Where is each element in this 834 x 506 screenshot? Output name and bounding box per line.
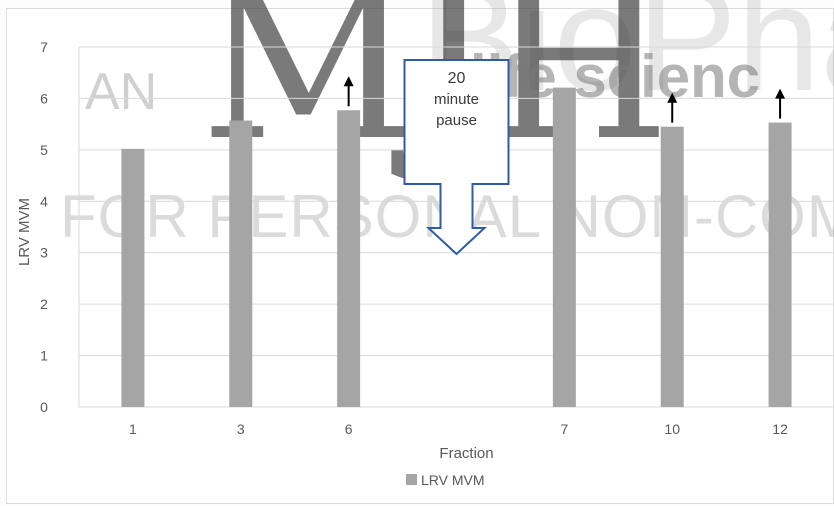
up-arrow-head [667,92,678,103]
y-tick-label: 4 [40,193,48,209]
y-tick-label: 0 [40,399,48,415]
bar [121,148,145,408]
y-tick-label: 1 [40,348,48,364]
bar [337,110,361,407]
y-tick-label: 2 [40,296,48,312]
pause-callout-text: 20 [448,70,466,87]
bar [229,120,253,408]
x-tick-label: 12 [772,421,788,437]
pause-callout-text: minute [434,91,479,108]
legend-swatch [406,474,417,485]
x-tick-label: 1 [129,421,137,437]
up-arrow-head [775,88,786,99]
y-axis-title: LRV MVM [16,198,33,266]
pause-callout-text: pause [436,112,477,129]
y-tick-label: 6 [40,90,48,106]
bar [660,126,684,407]
y-tick-label: 3 [40,245,48,261]
x-tick-label: 6 [345,421,353,437]
x-tick-label: 7 [560,421,568,437]
x-tick-label: 10 [664,421,680,437]
y-tick-label: 5 [40,142,48,158]
bar [552,87,576,407]
pause-callout [403,59,510,256]
legend-label: LRV MVM [421,472,485,488]
y-tick-label: 7 [40,39,48,55]
x-axis-title: Fraction [439,445,493,462]
up-arrow-head [343,76,354,87]
bar [768,122,792,407]
x-tick-label: 3 [237,421,245,437]
